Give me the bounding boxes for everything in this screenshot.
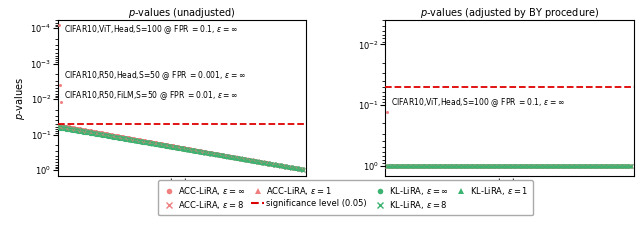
Title: $p$-values (adjusted by BY procedure): $p$-values (adjusted by BY procedure)	[420, 6, 599, 20]
Y-axis label: $p$-values: $p$-values	[13, 77, 28, 120]
Text: CIFAR10,R50,FiLM,S=50 @ FPR $= 0.01$, $\varepsilon=\infty$: CIFAR10,R50,FiLM,S=50 @ FPR $= 0.01$, $\…	[64, 89, 238, 102]
Legend: ACC-LiRA, $\varepsilon=\infty$, ACC-LiRA, $\varepsilon=8$, ACC-LiRA, $\varepsilo: ACC-LiRA, $\varepsilon=\infty$, ACC-LiRA…	[159, 180, 532, 215]
Text: CIFAR10,ViT,Head,S=100 @ FPR $= 0.1$, $\varepsilon=\infty$: CIFAR10,ViT,Head,S=100 @ FPR $= 0.1$, $\…	[392, 96, 565, 109]
Title: $p$-values (unadjusted): $p$-values (unadjusted)	[128, 6, 236, 20]
X-axis label: tests: tests	[170, 178, 194, 188]
Text: CIFAR10,ViT,Head,S=100 @ FPR $= 0.1$, $\varepsilon=\infty$: CIFAR10,ViT,Head,S=100 @ FPR $= 0.1$, $\…	[64, 23, 237, 36]
Text: CIFAR10,R50,Head,S=50 @ FPR $= 0.001$, $\varepsilon=\infty$: CIFAR10,R50,Head,S=50 @ FPR $= 0.001$, $…	[64, 69, 245, 82]
X-axis label: tests: tests	[497, 178, 522, 188]
